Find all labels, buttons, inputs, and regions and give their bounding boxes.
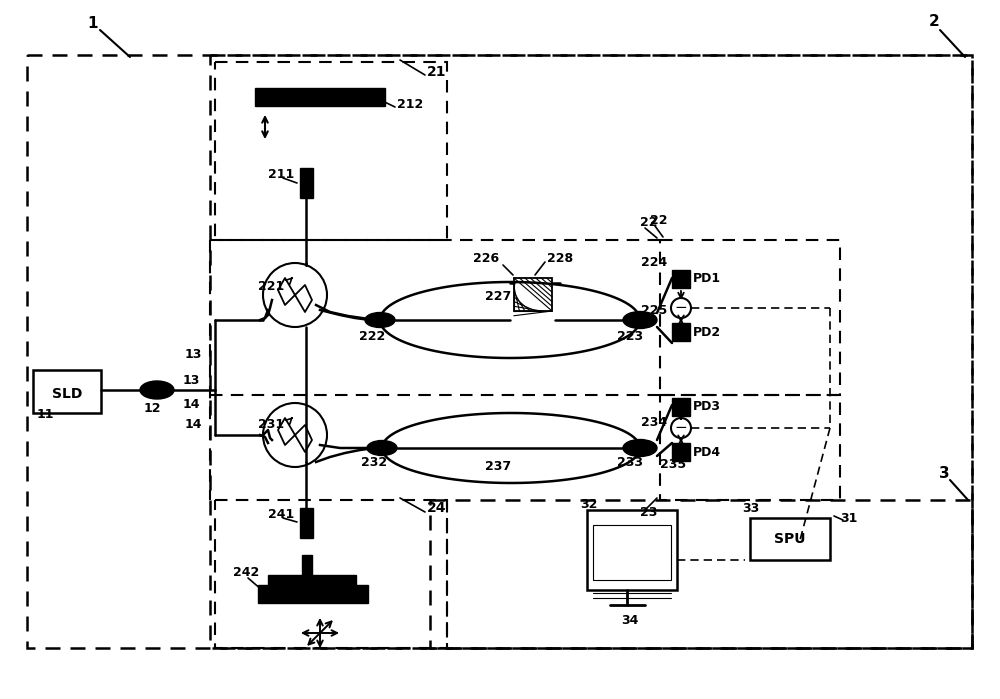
Text: 21: 21 [427,65,446,79]
Text: 34: 34 [621,614,639,626]
Text: 22: 22 [640,215,658,229]
Text: 14: 14 [185,419,202,431]
Text: 3: 3 [939,466,949,482]
Text: −: − [675,301,687,315]
Bar [587,510,677,590]
Text: 212: 212 [397,99,423,112]
Text: 13: 13 [185,349,202,361]
Bar [593,525,671,580]
Text: PD2: PD2 [693,326,721,338]
Text: 14: 14 [182,398,200,412]
Text: 228: 228 [547,252,573,264]
Bar [672,270,690,288]
Text: 1: 1 [88,15,98,31]
Text: 222: 222 [359,331,385,343]
Text: 227: 227 [485,289,511,303]
Text: SPU: SPU [774,532,806,546]
Text: 231: 231 [258,417,284,431]
Bar [302,555,312,583]
Text: 13: 13 [183,373,200,387]
Text: 226: 226 [473,252,499,266]
Ellipse shape [365,312,395,328]
Bar [672,443,690,461]
Text: 11: 11 [37,408,54,421]
Bar [514,278,552,311]
Text: 22: 22 [650,213,668,226]
Bar [750,518,830,560]
Ellipse shape [367,440,397,456]
Text: 32: 32 [580,498,597,512]
Bar [300,168,313,198]
Text: 223: 223 [617,331,643,343]
Ellipse shape [140,381,174,399]
Text: 241: 241 [268,507,294,521]
Text: 242: 242 [233,565,259,579]
Text: 2: 2 [929,15,939,29]
Text: 233: 233 [617,456,643,470]
Text: 33: 33 [742,501,759,514]
Bar [672,398,690,416]
Text: 31: 31 [840,512,857,524]
Text: 237: 237 [485,459,511,473]
Text: 23: 23 [640,507,657,519]
Bar [33,370,101,413]
Bar [258,585,368,603]
Text: 234: 234 [641,417,667,429]
Text: −: − [675,421,687,435]
Text: 211: 211 [268,168,294,180]
Text: PD3: PD3 [693,401,721,414]
Text: 12: 12 [143,401,161,415]
Text: 235: 235 [660,459,686,472]
Text: PD4: PD4 [693,445,721,459]
Bar [268,575,356,587]
Text: 232: 232 [361,456,387,470]
Text: 221: 221 [258,280,284,292]
Text: 225: 225 [641,303,667,317]
Text: 224: 224 [641,256,667,268]
Text: SLD: SLD [52,387,82,401]
Bar [300,508,313,538]
Ellipse shape [623,440,657,456]
Bar [672,323,690,341]
Text: PD1: PD1 [693,273,721,285]
Bar [255,88,385,106]
Text: 24: 24 [427,501,446,515]
Ellipse shape [623,312,657,329]
